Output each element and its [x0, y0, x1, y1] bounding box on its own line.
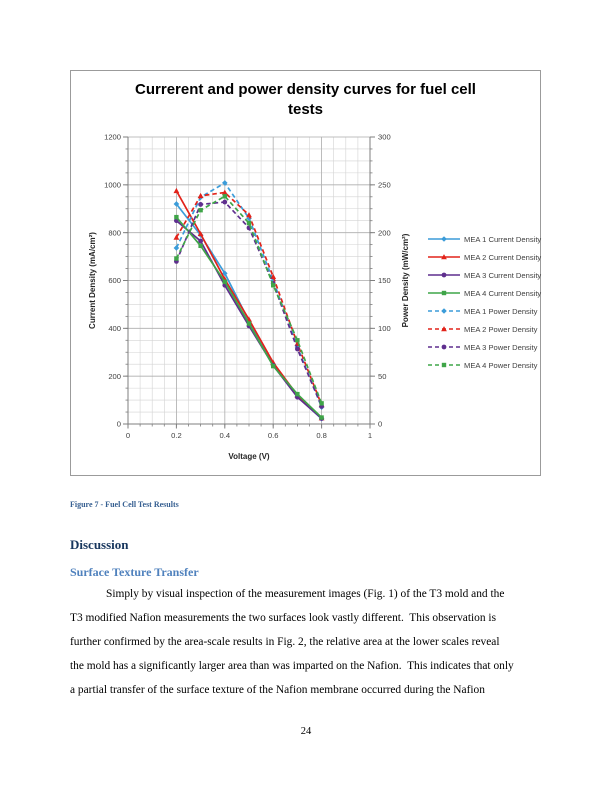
legend-label: MEA 3 Current Density — [464, 270, 542, 280]
svg-text:800: 800 — [108, 228, 121, 237]
legend-swatch-square-icon — [428, 362, 460, 368]
chart-plot-area: 0 200 400 600 800 1000 1200 0 50 100 150 200 250 300 0… — [88, 133, 410, 461]
svg-text:0.4: 0.4 — [220, 431, 231, 440]
series-mea-3-power-density — [174, 199, 324, 409]
svg-text:100: 100 — [378, 324, 391, 333]
svg-text:300: 300 — [378, 133, 391, 142]
series-mea-4-current-density — [174, 214, 324, 420]
svg-text:50: 50 — [378, 372, 386, 381]
svg-text:0.2: 0.2 — [171, 431, 182, 440]
y-axis-label-left: Current Density (mA/cm²) — [88, 232, 97, 329]
legend-item: MEA 3 Power Density — [427, 338, 541, 356]
legend-label: MEA 2 Power Density — [464, 324, 538, 334]
svg-text:200: 200 — [378, 228, 391, 237]
svg-text:1: 1 — [368, 431, 372, 440]
tick-labels: 0 200 400 600 800 1000 1200 0 50 100 150 200 250 300 0… — [104, 133, 391, 440]
svg-text:200: 200 — [108, 372, 121, 381]
x-axis-label: Voltage (V) — [228, 452, 270, 461]
figure-caption: Figure 7 - Fuel Cell Test Results — [70, 500, 179, 509]
svg-text:0.8: 0.8 — [316, 431, 327, 440]
chart-title-line1: Currerent and power density curves for f… — [135, 81, 476, 98]
legend-item: MEA 2 Current Density — [427, 248, 541, 266]
svg-text:0: 0 — [378, 420, 382, 429]
svg-text:150: 150 — [378, 276, 391, 285]
y-axis-label-right: Power Density (mW/cm²) — [401, 233, 410, 327]
svg-text:0.6: 0.6 — [268, 431, 279, 440]
svg-text:0: 0 — [126, 431, 130, 440]
legend-label: MEA 1 Current Density — [464, 234, 542, 244]
legend-label: MEA 3 Power Density — [464, 342, 538, 352]
paragraph: Simply by visual inspection of the measu… — [70, 582, 575, 702]
legend-swatch-circle-icon — [428, 272, 460, 278]
legend-item: MEA 4 Power Density — [427, 356, 541, 374]
legend-item: MEA 1 Power Density — [427, 302, 541, 320]
paragraph-line: the mold has a significantly larger area… — [70, 660, 514, 672]
svg-text:250: 250 — [378, 181, 391, 190]
legend-swatch-diamond-icon — [428, 236, 460, 242]
chart-title: Currerent and power density curves for f… — [71, 80, 540, 120]
legend-swatch-square-icon — [428, 290, 460, 296]
svg-text:1000: 1000 — [104, 181, 121, 190]
legend-swatch-diamond-icon — [428, 308, 460, 314]
chart-title-line2: tests — [287, 101, 324, 118]
page-number: 24 — [300, 726, 312, 737]
paragraph-line: Simply by visual inspection of the measu… — [106, 588, 505, 600]
axis-titles: Current Density (mA/cm²) Power Density (m… — [88, 232, 410, 461]
heading-discussion: Discussion — [70, 537, 129, 552]
svg-text:600: 600 — [108, 276, 121, 285]
paragraph-line: a partial transfer of the surface textur… — [70, 684, 485, 696]
legend-swatch-triangle-icon — [428, 254, 460, 260]
paragraph-line: further confirmed by the area-scale resu… — [70, 636, 500, 648]
figure-chart: Currerent and power density curves for f… — [70, 70, 541, 476]
series-mea-2-power-density — [173, 189, 325, 408]
heading-surface-texture-transfer: Surface Texture Transfer — [70, 565, 199, 579]
svg-text:400: 400 — [108, 324, 121, 333]
legend-label: MEA 4 Current Density — [464, 288, 542, 298]
legend-label: MEA 2 Current Density — [464, 252, 542, 262]
legend-item: MEA 2 Power Density — [427, 320, 541, 338]
legend-item: MEA 1 Current Density — [427, 230, 541, 248]
tick-marks — [123, 136, 375, 429]
legend-swatch-triangle-icon — [428, 326, 460, 332]
legend-item: MEA 3 Current Density — [427, 266, 541, 284]
paragraph-line: T3 modified Nafion measurements the two … — [70, 612, 496, 624]
svg-text:1200: 1200 — [104, 133, 121, 142]
chart-legend: MEA 1 Current Density MEA 2 Current Densi… — [427, 230, 541, 374]
legend-label: MEA 1 Power Density — [464, 306, 538, 316]
legend-label: MEA 4 Power Density — [464, 360, 538, 370]
legend-swatch-circle-icon — [428, 344, 460, 350]
svg-text:0: 0 — [117, 420, 121, 429]
series-mea-4-power-density — [174, 194, 324, 406]
legend-item: MEA 4 Current Density — [427, 284, 541, 302]
